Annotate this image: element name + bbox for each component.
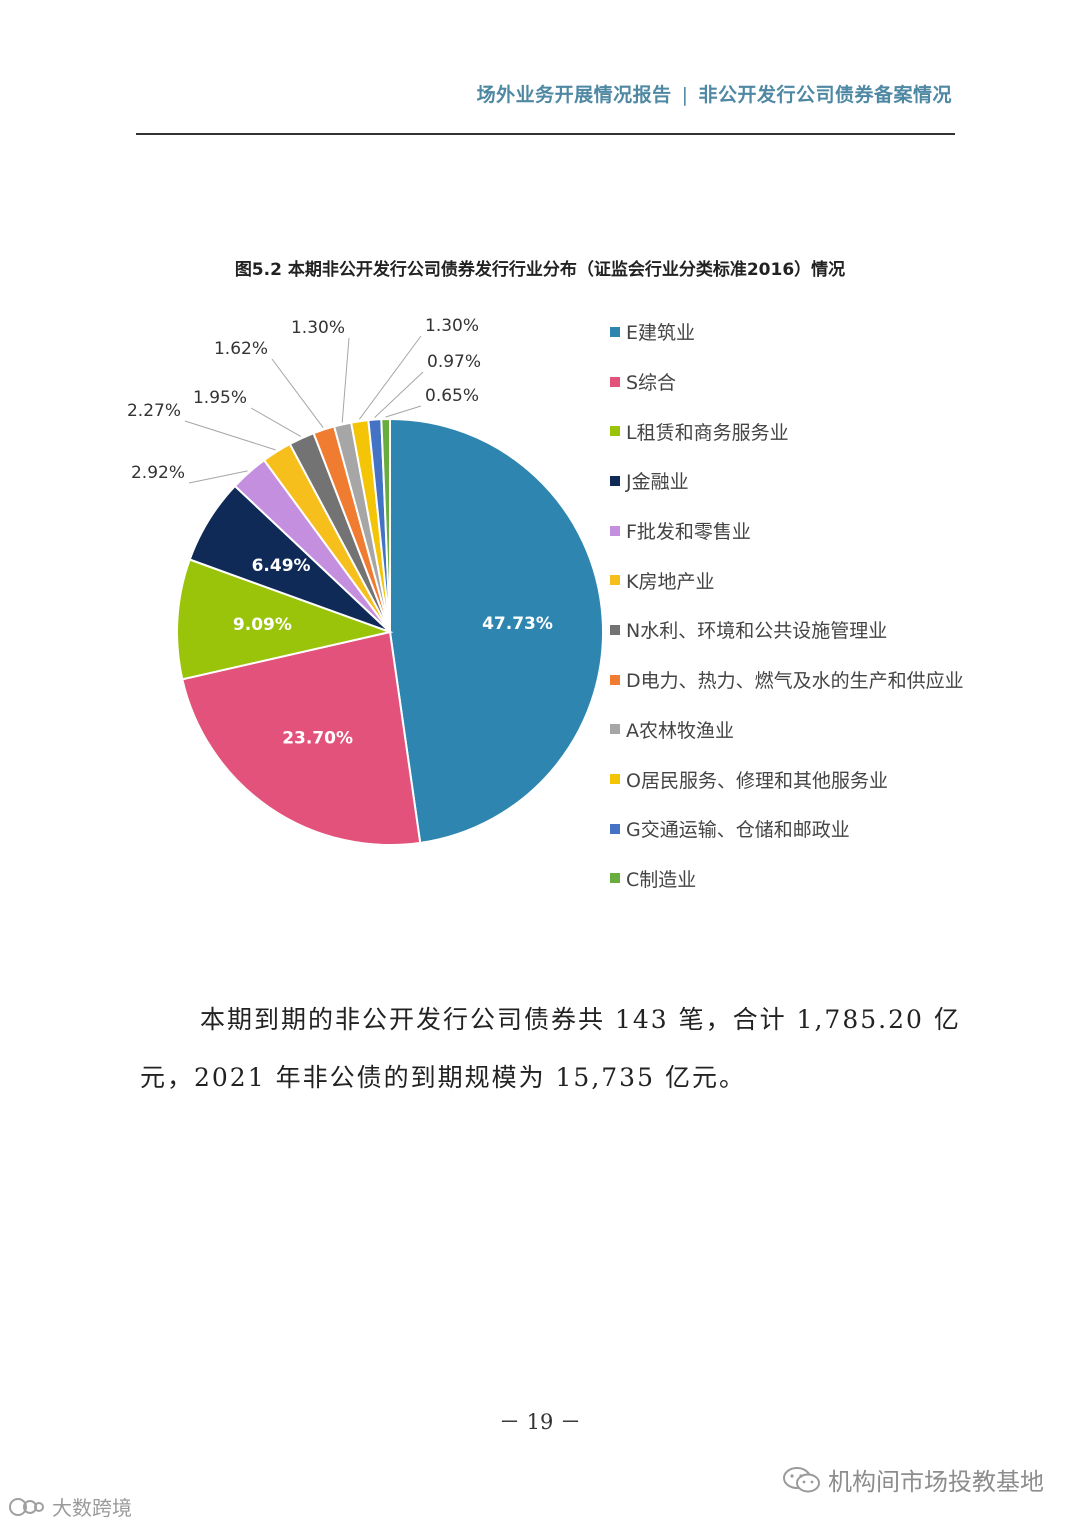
legend-swatch bbox=[610, 823, 620, 834]
watermark-brand-name: 大数跨境 bbox=[52, 1496, 132, 1520]
body-paragraph-line-1: 本期到期的非公开发行公司债券共 143 笔，合计 1,785.20 亿 bbox=[200, 1005, 961, 1034]
watermark-left: 大数跨境 bbox=[8, 1492, 132, 1521]
leader-line bbox=[184, 420, 276, 451]
figure-title: 图5.2 本期非公开发行公司债券发行行业分布（证监会行业分类标准2016）情况 bbox=[234, 260, 846, 280]
legend-label: G交通运输、仓储和邮政业 bbox=[626, 819, 850, 842]
wechat-icon bbox=[783, 1466, 820, 1492]
legend-swatch bbox=[610, 575, 620, 586]
legend-swatch bbox=[610, 624, 620, 635]
pie-slice-label: 0.97% bbox=[427, 352, 481, 372]
legend-label: L租赁和商务服务业 bbox=[626, 421, 789, 444]
pie-slice-label: 1.95% bbox=[193, 388, 247, 408]
legend-item: E建筑业 bbox=[610, 307, 964, 357]
legend-item: K房地产业 bbox=[610, 555, 964, 605]
legend-item: A农林牧渔业 bbox=[610, 705, 964, 755]
legend-item: C制造业 bbox=[610, 854, 964, 904]
pie-slice bbox=[176, 558, 394, 681]
legend-item: L租赁和商务服务业 bbox=[610, 406, 964, 456]
header-section-title: 场外业务开展情况报告 bbox=[476, 84, 672, 106]
leader-line bbox=[385, 405, 422, 418]
pie-slice-label: 9.09% bbox=[233, 615, 292, 635]
legend-swatch bbox=[610, 774, 620, 785]
pie-slice-label: 23.70% bbox=[282, 728, 353, 748]
leader-line bbox=[271, 358, 324, 428]
legend-swatch bbox=[610, 674, 620, 685]
legend-swatch bbox=[610, 475, 620, 486]
legend-swatch bbox=[610, 873, 620, 884]
legend-item: S综合 bbox=[610, 357, 964, 407]
legend-label: K房地产业 bbox=[626, 570, 715, 593]
legend-swatch bbox=[610, 525, 620, 536]
header-rule bbox=[136, 133, 955, 135]
legend-item: J金融业 bbox=[610, 456, 964, 506]
pie-slice bbox=[380, 417, 391, 633]
pie-slice-label: 1.30% bbox=[425, 316, 479, 336]
pie-slice-label: 1.30% bbox=[291, 318, 345, 338]
legend-label: N水利、环境和公共设施管理业 bbox=[626, 620, 888, 643]
legend-label: O居民服务、修理和其他服务业 bbox=[626, 769, 888, 792]
legend-label: E建筑业 bbox=[626, 322, 696, 345]
watermark-account-name: 机构间市场投教基地 bbox=[828, 1468, 1044, 1496]
pie-slice-label: 1.62% bbox=[214, 339, 268, 359]
legend-label: C制造业 bbox=[626, 868, 697, 891]
chart-legend: E建筑业 S综合 L租赁和商务服务业 J金融业 F批发和零售业 K房地产业 N水利、环境和公… bbox=[610, 307, 964, 903]
legend-item: G交通运输、仓储和邮政业 bbox=[610, 804, 964, 854]
legend-label: A农林牧渔业 bbox=[626, 719, 734, 742]
legend-item: D电力、热力、燃气及水的生产和供应业 bbox=[610, 655, 964, 705]
header-subsection-title: 非公开发行公司债券备案情况 bbox=[698, 84, 952, 106]
pie-slice bbox=[389, 417, 605, 844]
legend-label: J金融业 bbox=[626, 471, 689, 494]
watermark-right: 机构间市场投教基地 bbox=[782, 1462, 1044, 1497]
legend-swatch bbox=[610, 326, 620, 337]
pie-slice bbox=[181, 630, 422, 846]
pie-slice-label: 47.73% bbox=[482, 614, 553, 634]
legend-swatch bbox=[610, 376, 620, 387]
leader-line bbox=[341, 337, 350, 423]
leader-line bbox=[250, 407, 301, 437]
page-number: － 19 － bbox=[498, 1410, 582, 1434]
running-header: 场外业务开展情况报告 | 非公开发行公司债券备案情况 bbox=[477, 80, 952, 107]
legend-item: F批发和零售业 bbox=[610, 506, 964, 556]
legend-item: N水利、环境和公共设施管理业 bbox=[610, 605, 964, 655]
legend-label: S综合 bbox=[626, 372, 677, 395]
legend-label: F批发和零售业 bbox=[626, 521, 751, 544]
legend-item: O居民服务、修理和其他服务业 bbox=[610, 754, 964, 804]
pie-slice-label: 6.49% bbox=[252, 556, 311, 576]
header-separator: | bbox=[681, 84, 689, 106]
leader-line bbox=[188, 470, 248, 484]
leader-line bbox=[374, 371, 424, 418]
pie-slice-label: 2.27% bbox=[127, 401, 181, 421]
legend-label: D电力、热力、燃气及水的生产和供应业 bbox=[626, 670, 964, 693]
pie-slice-label: 0.65% bbox=[425, 386, 479, 406]
legend-swatch bbox=[610, 724, 620, 735]
leader-line bbox=[358, 335, 422, 420]
brand-logo-icon bbox=[9, 1497, 44, 1516]
body-paragraph-line-2: 元，2021 年非公债的到期规模为 15,735 亿元。 bbox=[140, 1063, 746, 1092]
pie-slice-label: 2.92% bbox=[131, 463, 185, 483]
legend-swatch bbox=[610, 426, 620, 437]
